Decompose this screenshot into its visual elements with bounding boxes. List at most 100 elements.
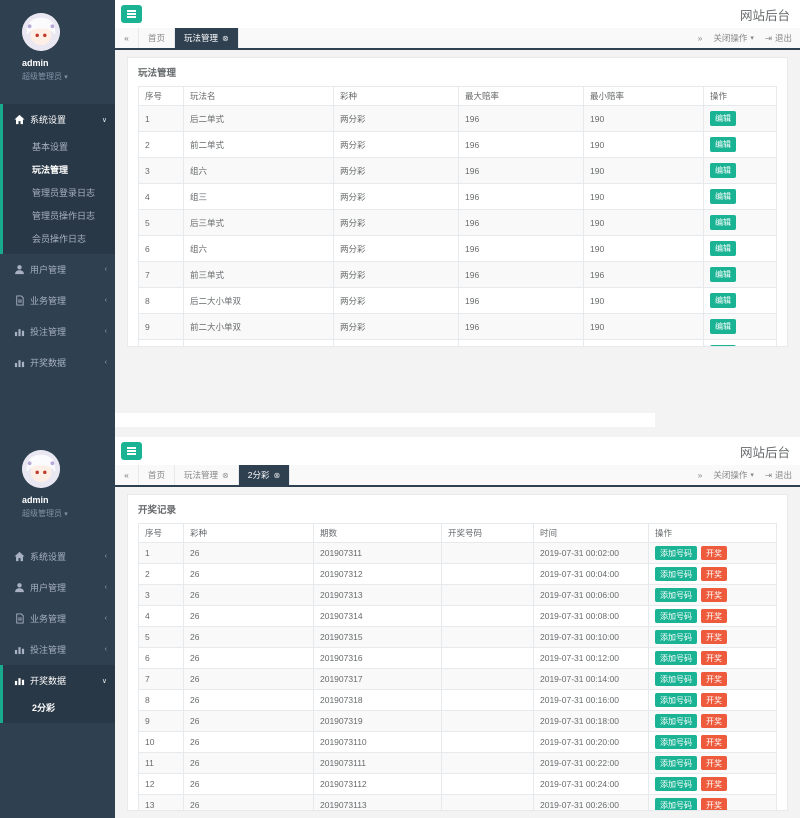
draw-button[interactable]: 开奖 [701, 714, 727, 728]
hamburger-icon [127, 450, 136, 452]
table-cell: 2019-07-31 00:18:00 [533, 710, 649, 732]
close-operations-dropdown[interactable]: 关闭操作 ▾ [713, 33, 754, 43]
logout-button[interactable]: ⇥ 退出 [764, 32, 792, 44]
add-number-button[interactable]: 添加号码 [655, 714, 697, 728]
edit-button[interactable]: 编辑 [710, 293, 736, 308]
scroll-tabs-right-button[interactable]: » [697, 470, 703, 480]
edit-button[interactable]: 编辑 [710, 241, 736, 256]
table-cell: 190 [583, 131, 704, 158]
sidebar-item-user-management[interactable]: 用户管理 ‹ [3, 572, 115, 603]
sidebar-item-lottery-data[interactable]: 开奖数据 ∨ [3, 665, 115, 696]
close-operations-dropdown[interactable]: 关闭操作 ▾ [713, 470, 754, 480]
table-cell: 2019073111 [313, 752, 442, 774]
sidebar-item-business-management[interactable]: 业务管理 ‹ [3, 603, 115, 634]
draw-button[interactable]: 开奖 [701, 693, 727, 707]
column-header: 期数 [313, 523, 442, 543]
draw-button[interactable]: 开奖 [701, 567, 727, 581]
edit-button[interactable]: 编辑 [710, 111, 736, 126]
table-cell: 组三 [183, 183, 334, 210]
draw-button[interactable]: 开奖 [701, 735, 727, 749]
add-number-button[interactable]: 添加号码 [655, 609, 697, 623]
chevron-left-icon: ‹ [104, 646, 107, 653]
edit-button[interactable]: 编辑 [710, 267, 736, 282]
draw-button[interactable]: 开奖 [701, 798, 727, 810]
add-number-button[interactable]: 添加号码 [655, 651, 697, 665]
scroll-tabs-right-button[interactable]: » [697, 33, 703, 43]
add-number-button[interactable]: 添加号码 [655, 693, 697, 707]
tab-lottery-2fen[interactable]: 2分彩 ⊗ [238, 465, 291, 485]
actions-cell: 添加号码 开奖 [648, 584, 777, 606]
table-row: 1 26 201907311 2019-07-31 00:02:00 添加号码 开奖 [138, 542, 777, 564]
sidebar-toggle-button[interactable] [121, 5, 142, 23]
sidebar-item-system-settings[interactable]: 系统设置 ‹ [3, 541, 115, 572]
table-row: 1 后二单式 两分彩 196 190 编辑 [138, 105, 777, 132]
column-header: 操作 [703, 86, 777, 106]
add-number-button[interactable]: 添加号码 [655, 588, 697, 602]
edit-button[interactable]: 编辑 [710, 163, 736, 178]
logout-button[interactable]: ⇥ 退出 [764, 469, 792, 481]
avatar-image [22, 13, 60, 51]
edit-button[interactable]: 编辑 [710, 137, 736, 152]
draw-button[interactable]: 开奖 [701, 609, 727, 623]
scroll-tabs-left-button[interactable]: « [115, 28, 139, 48]
draw-button[interactable]: 开奖 [701, 630, 727, 644]
table-cell: 196 [458, 287, 584, 314]
tab-play-management[interactable]: 玩法管理 ⊗ [175, 465, 239, 485]
close-tab-icon[interactable]: ⊗ [273, 470, 281, 480]
tab-label: 首页 [148, 33, 166, 43]
edit-button[interactable]: 编辑 [710, 189, 736, 204]
avatar[interactable] [22, 13, 60, 51]
sidebar-item-admin-login-log[interactable]: 管理员登录日志 [32, 188, 96, 198]
tab-label: 玩法管理 [184, 33, 219, 43]
sidebar-item-business-management[interactable]: 业务管理 ‹ [3, 285, 115, 316]
close-tab-icon[interactable]: ⊗ [222, 33, 229, 43]
tab-home[interactable]: 首页 [139, 465, 176, 485]
add-number-button[interactable]: 添加号码 [655, 798, 697, 810]
draw-button[interactable]: 开奖 [701, 777, 727, 791]
chevron-down-icon: ∨ [101, 116, 107, 124]
edit-button[interactable]: 编辑 [710, 345, 736, 346]
column-header: 操作 [648, 523, 777, 543]
table-cell: 201907317 [313, 668, 442, 690]
table-cell: 26 [183, 731, 314, 753]
add-number-button[interactable]: 添加号码 [655, 756, 697, 770]
add-number-button[interactable]: 添加号码 [655, 630, 697, 644]
sidebar-item-lottery-data[interactable]: 开奖数据 ‹ [3, 347, 115, 378]
draw-button[interactable]: 开奖 [701, 546, 727, 560]
draw-button[interactable]: 开奖 [701, 756, 727, 770]
draw-button[interactable]: 开奖 [701, 651, 727, 665]
draw-button[interactable]: 开奖 [701, 588, 727, 602]
sidebar-item-user-management[interactable]: 用户管理 ‹ [3, 254, 115, 285]
draw-button[interactable]: 开奖 [701, 672, 727, 686]
add-number-button[interactable]: 添加号码 [655, 546, 697, 560]
sidebar-item-member-operation-log[interactable]: 会员操作日志 [32, 234, 87, 244]
scroll-tabs-left-button[interactable]: « [115, 465, 139, 485]
edit-button[interactable]: 编辑 [710, 215, 736, 230]
table-cell: 2019-07-31 00:22:00 [533, 752, 649, 774]
avatar[interactable] [22, 450, 60, 488]
sidebar-item-play-management[interactable]: 玩法管理 [32, 165, 69, 175]
sidebar-item-admin-operation-log[interactable]: 管理员操作日志 [32, 211, 96, 221]
user-role-dropdown[interactable]: 超级管理员 ▾ [22, 72, 68, 81]
sidebar-toggle-button[interactable] [121, 442, 142, 460]
tab-play-management[interactable]: 玩法管理 ⊗ [175, 28, 239, 48]
edit-button[interactable]: 编辑 [710, 319, 736, 334]
table-cell: 2019-07-31 00:08:00 [533, 605, 649, 627]
close-tab-icon[interactable]: ⊗ [222, 470, 229, 480]
table-cell: 26 [183, 605, 314, 627]
table-cell: 190 [583, 287, 704, 314]
sidebar-item-bet-management[interactable]: 投注管理 ‹ [3, 634, 115, 665]
sidebar-item-label: 开奖数据 [30, 358, 67, 368]
add-number-button[interactable]: 添加号码 [655, 735, 697, 749]
tab-home[interactable]: 首页 [139, 28, 176, 48]
add-number-button[interactable]: 添加号码 [655, 567, 697, 581]
sidebar-item-system-settings[interactable]: 系统设置 ∨ [3, 104, 115, 135]
sidebar-item-basic-settings[interactable]: 基本设置 [32, 142, 69, 152]
add-number-button[interactable]: 添加号码 [655, 777, 697, 791]
sidebar-menu: 系统设置 ‹ 用户管理 ‹ 业务管理 ‹ 投注管理 ‹ 开奖数据 ∨ 2分彩 [0, 541, 115, 723]
sidebar-item-lottery-2fen[interactable]: 2分彩 [32, 703, 56, 713]
user-role-dropdown[interactable]: 超级管理员 ▾ [22, 509, 68, 518]
actions-cell: 编辑 [703, 183, 777, 210]
sidebar-item-bet-management[interactable]: 投注管理 ‹ [3, 316, 115, 347]
add-number-button[interactable]: 添加号码 [655, 672, 697, 686]
